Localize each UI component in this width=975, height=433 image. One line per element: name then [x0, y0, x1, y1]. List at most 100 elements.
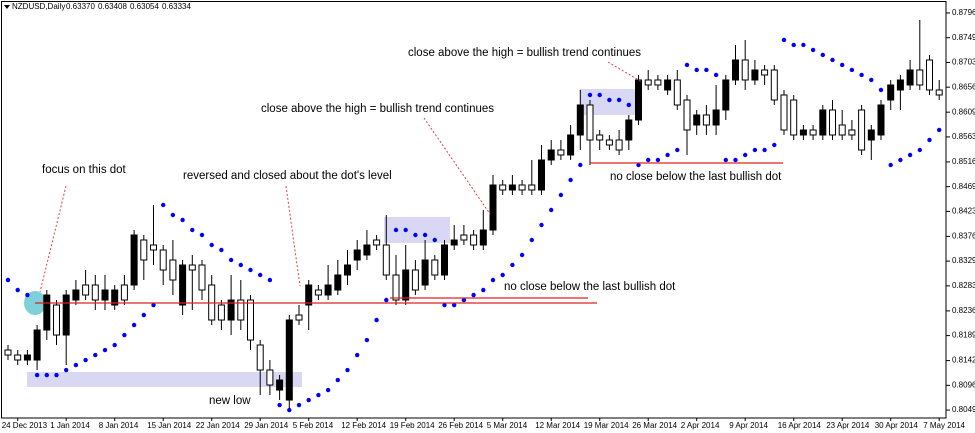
- candle-body: [285, 319, 293, 401]
- y-tick-label: 0.81425: [952, 356, 975, 365]
- candle-body: [528, 184, 536, 191]
- sar-dot: [44, 372, 49, 378]
- candle-body: [848, 129, 856, 136]
- sar-dot: [112, 342, 117, 348]
- sar-dot: [34, 372, 40, 378]
- y-tick-label: 0.86565: [952, 82, 975, 91]
- candle-body: [4, 349, 12, 356]
- x-tick-label: 22 Jan 2014: [196, 421, 241, 430]
- x-tick-label: 9 Apr 2014: [729, 421, 768, 430]
- candle-body: [664, 79, 672, 91]
- sar-dot: [898, 157, 903, 163]
- sar-dot: [335, 377, 340, 383]
- sar-dot: [684, 62, 690, 68]
- x-tick-label: 23 Apr 2014: [826, 421, 870, 430]
- annotation: close above the high = bullish trend con…: [408, 47, 641, 59]
- annotation: no close below the last bullish dot: [504, 281, 676, 293]
- sar-dot: [752, 147, 758, 153]
- sar-dot: [937, 127, 942, 133]
- sar-dot: [277, 402, 282, 408]
- annotation: no close below the last bullish dot: [610, 171, 782, 183]
- sar-dot: [713, 72, 719, 78]
- candle-body: [169, 259, 177, 281]
- candle-body: [780, 94, 788, 131]
- candle-body: [140, 239, 148, 261]
- sar-dot: [228, 257, 234, 263]
- sar-dot: [529, 237, 534, 243]
- x-tick-label: 12 Feb 2014: [341, 421, 386, 430]
- candle-body: [489, 184, 497, 231]
- candle-body: [159, 249, 167, 271]
- sar-dot: [170, 212, 176, 218]
- sar-dot: [481, 287, 486, 293]
- pointer: [423, 117, 491, 215]
- candle-body: [557, 149, 565, 156]
- sar-dot: [413, 232, 418, 238]
- sar-dot: [54, 372, 59, 378]
- candle-body: [295, 314, 303, 321]
- sar-dot: [636, 162, 641, 168]
- frame: [1, 1, 947, 419]
- candle-body: [702, 114, 710, 126]
- y-tick-label: 0.87495: [952, 33, 975, 42]
- sar-dot: [452, 302, 457, 308]
- annotation: close above the high = bullish trend con…: [261, 103, 494, 115]
- sar-dot: [519, 252, 525, 258]
- header-value: 0.63054: [130, 2, 159, 11]
- candle-body: [334, 274, 342, 291]
- sar-dot: [578, 162, 583, 168]
- candle-body: [887, 84, 895, 101]
- sar-dot: [733, 157, 738, 163]
- y-tick-label: 0.80495: [952, 405, 975, 414]
- candle-body: [916, 69, 924, 86]
- sar-dot: [325, 387, 331, 393]
- candle-body: [479, 229, 487, 246]
- candle-body: [799, 129, 807, 136]
- candle-body: [819, 109, 827, 136]
- sar-dot: [306, 397, 311, 403]
- sar-dot: [238, 262, 243, 268]
- sar-dot: [15, 287, 20, 293]
- sar-dot: [422, 232, 428, 238]
- sar-dot: [500, 272, 505, 278]
- candle-body: [596, 134, 604, 141]
- candle-body: [411, 269, 419, 291]
- candle-body: [470, 234, 478, 246]
- sar-dot: [355, 352, 360, 358]
- x-tick-label: 15 Jan 2014: [147, 421, 192, 430]
- candle-body: [33, 329, 41, 361]
- sar-dot: [869, 77, 874, 83]
- sar-dot: [296, 402, 302, 408]
- sar-dot: [830, 57, 835, 63]
- pointers: [39, 61, 643, 293]
- candle-body: [217, 304, 225, 321]
- sar-dot: [393, 227, 399, 233]
- y-tick-label: 0.83295: [952, 256, 975, 265]
- plot: [4, 19, 943, 413]
- candle-body: [732, 59, 739, 81]
- candle-body: [353, 249, 361, 261]
- candle-body: [586, 104, 594, 141]
- sar-dot: [907, 152, 913, 158]
- candle-body: [615, 139, 623, 151]
- candle-body: [392, 274, 400, 301]
- sar-dot: [927, 137, 932, 143]
- sar-dot: [888, 162, 893, 168]
- sar-dot: [568, 177, 573, 183]
- candle-body: [247, 299, 254, 341]
- y-tick-label: 0.86095: [952, 107, 975, 116]
- candle-body: [635, 79, 642, 121]
- candle-body: [53, 304, 60, 336]
- candle-body: [654, 79, 662, 86]
- candle-body: [751, 69, 759, 81]
- sar-dot: [694, 67, 699, 73]
- sar-dot: [723, 157, 728, 163]
- candle-body: [838, 124, 846, 136]
- x-tick-label: 26 Feb 2014: [438, 421, 483, 430]
